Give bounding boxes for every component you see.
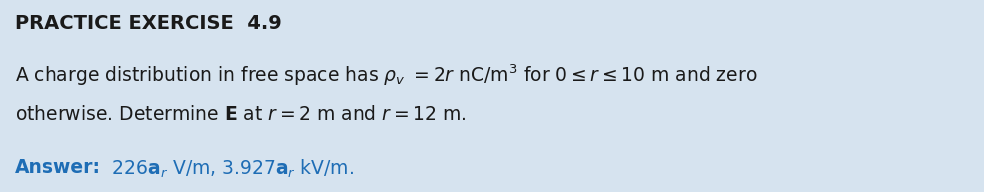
Text: A charge distribution in free space has $\rho_{v}$ $= 2r$ nC/m$^{3}$ for $0 \leq: A charge distribution in free space has … [15, 62, 758, 88]
Text: $226\mathbf{a}_{r}$ V/m, $3.927\mathbf{a}_{r}$ kV/m.: $226\mathbf{a}_{r}$ V/m, $3.927\mathbf{a… [100, 158, 354, 180]
Text: otherwise. Determine $\mathbf{E}$ at $r = 2$ m and $r = 12$ m.: otherwise. Determine $\mathbf{E}$ at $r … [15, 105, 466, 124]
Text: PRACTICE EXERCISE  4.9: PRACTICE EXERCISE 4.9 [15, 14, 281, 33]
Text: Answer:: Answer: [15, 158, 101, 177]
